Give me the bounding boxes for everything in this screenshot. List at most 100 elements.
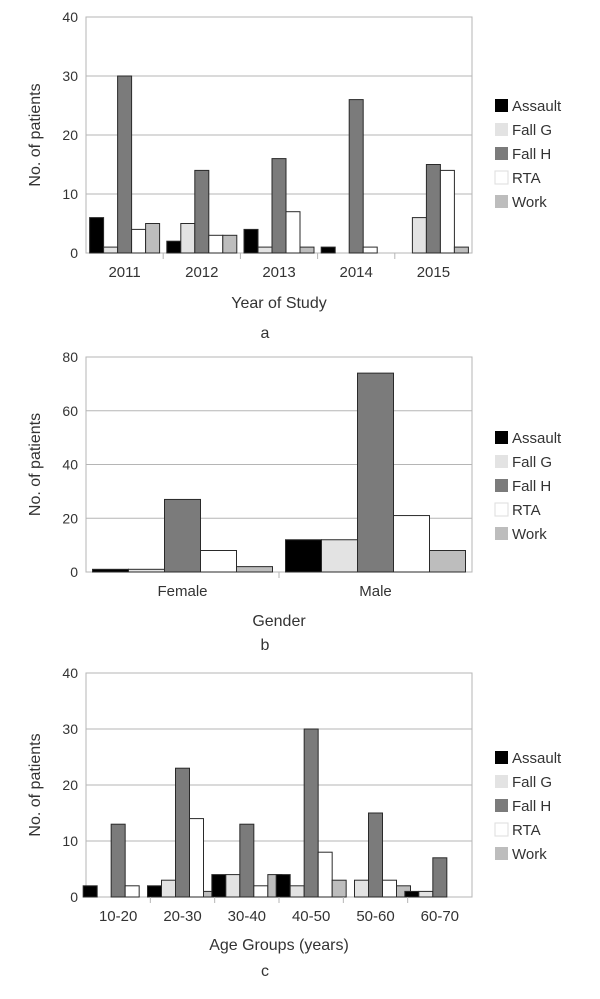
- bar: [89, 217, 105, 254]
- bar: [418, 890, 434, 898]
- bar: [128, 568, 165, 573]
- legend-swatch: [495, 527, 508, 540]
- legend-entry: Assault: [512, 98, 562, 115]
- bar: [285, 211, 301, 254]
- bar: [275, 874, 291, 898]
- legend-entry: RTA: [512, 502, 541, 519]
- legend-swatch: [495, 123, 508, 136]
- x-tick-label: Male: [359, 583, 392, 600]
- bar: [225, 874, 241, 898]
- bar: [425, 164, 441, 254]
- bar: [243, 228, 259, 254]
- legend: Assault Fall G Fall H RTA Work: [494, 430, 562, 543]
- bar: [222, 234, 238, 254]
- x-tick-label: Female: [157, 583, 207, 600]
- bar: [103, 246, 119, 254]
- bar: [166, 240, 182, 254]
- panel-label: b: [261, 637, 270, 654]
- x-tick-label: 20-30: [163, 908, 201, 925]
- legend: Assault Fall G Fall H RTA Work: [494, 98, 562, 211]
- y-tick-label: 10: [62, 186, 78, 202]
- bar: [348, 99, 364, 254]
- legend-swatch: [495, 431, 508, 444]
- x-tick-label: 2012: [185, 264, 218, 281]
- y-tick-label: 30: [62, 721, 78, 737]
- legend-swatch: [495, 455, 508, 468]
- y-tick-label: 0: [70, 564, 78, 580]
- x-tick-label: 40-50: [292, 908, 330, 925]
- y-tick-label: 80: [62, 349, 78, 365]
- legend-entry: Assault: [512, 430, 562, 447]
- bar: [382, 879, 397, 898]
- bar: [271, 158, 287, 254]
- bar: [211, 874, 227, 898]
- x-axis-label: Gender: [252, 613, 306, 630]
- legend-swatch: [495, 99, 508, 112]
- y-axis-label: No. of patients: [27, 733, 44, 836]
- bar: [253, 885, 269, 898]
- legend-swatch: [495, 751, 508, 764]
- legend: Assault Fall G Fall H RTA Work: [494, 750, 562, 863]
- y-tick-label: 10: [62, 833, 78, 849]
- legend-entry: RTA: [512, 822, 541, 839]
- y-axis-label: No. of patients: [27, 413, 44, 516]
- bar: [393, 515, 430, 573]
- x-tick-label: 2011: [108, 264, 140, 281]
- y-tick-label: 20: [62, 777, 78, 793]
- legend-swatch: [495, 799, 508, 812]
- y-tick-label: 40: [62, 457, 78, 473]
- bar: [200, 550, 237, 573]
- x-tick-label: 2015: [417, 264, 450, 281]
- bar: [331, 879, 347, 898]
- x-axis-label: Age Groups (years): [209, 937, 349, 954]
- chart-panel-b: 0 20 40 60 80 Female Male Gender No. of patients…: [27, 349, 562, 654]
- chart-panel-a: 0 10 20 30 40 2011 2012 2013 2014 2015 Year of Stu…: [27, 9, 562, 342]
- bar: [404, 890, 420, 898]
- bar: [92, 568, 129, 573]
- y-tick-label: 0: [70, 889, 78, 905]
- bar: [368, 812, 383, 898]
- bar: [208, 234, 224, 254]
- legend-swatch: [495, 479, 508, 492]
- legend-entry: Fall G: [512, 122, 552, 139]
- legend-entry: Fall H: [512, 146, 551, 163]
- legend-entry: Work: [512, 194, 547, 211]
- legend-entry: RTA: [512, 170, 541, 187]
- bar: [180, 223, 196, 254]
- bar: [110, 823, 126, 898]
- x-tick-label: 50-60: [356, 908, 394, 925]
- legend-entry: Fall H: [512, 798, 551, 815]
- legend-swatch: [494, 170, 509, 185]
- y-axis-label: No. of patients: [27, 83, 44, 186]
- bar: [236, 566, 273, 573]
- bar: [164, 498, 201, 573]
- bar: [131, 228, 147, 254]
- bar: [429, 550, 466, 573]
- bar: [239, 823, 255, 898]
- legend-swatch: [495, 147, 508, 160]
- legend-swatch: [495, 195, 508, 208]
- bar: [411, 217, 427, 254]
- legend-swatch: [494, 502, 509, 517]
- bar: [439, 169, 455, 254]
- bar: [357, 372, 394, 573]
- y-tick-label: 20: [62, 127, 78, 143]
- y-tick-label: 30: [62, 68, 78, 84]
- bar: [257, 246, 273, 254]
- bar: [124, 885, 140, 898]
- bar: [453, 246, 469, 254]
- bar: [289, 885, 305, 898]
- bar: [317, 851, 333, 898]
- chart-panel-c: 0 10 20 30 40 10-20 20-30 30-40 40-50 50-60 60-70 A…: [27, 665, 562, 980]
- legend-entry: Fall G: [512, 454, 552, 471]
- bar: [285, 539, 322, 573]
- legend-entry: Work: [512, 526, 547, 543]
- y-tick-label: 20: [62, 510, 78, 526]
- y-tick-label: 40: [62, 665, 78, 681]
- x-tick-label: 2013: [262, 264, 295, 281]
- legend-entry: Work: [512, 846, 547, 863]
- bar: [303, 728, 319, 898]
- panel-label: a: [261, 325, 270, 342]
- x-tick-label: 60-70: [421, 908, 459, 925]
